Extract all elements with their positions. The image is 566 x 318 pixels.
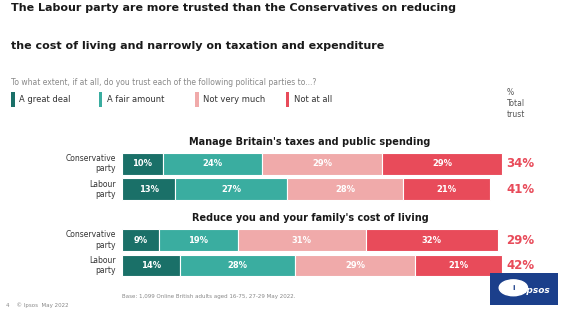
FancyBboxPatch shape bbox=[122, 255, 179, 276]
Text: 9%: 9% bbox=[133, 236, 147, 245]
FancyBboxPatch shape bbox=[415, 255, 502, 276]
FancyBboxPatch shape bbox=[122, 229, 159, 251]
Text: 28%: 28% bbox=[228, 261, 247, 270]
Text: 27%: 27% bbox=[221, 185, 241, 194]
FancyBboxPatch shape bbox=[175, 178, 287, 200]
FancyBboxPatch shape bbox=[238, 229, 366, 251]
FancyBboxPatch shape bbox=[195, 92, 199, 107]
Text: To what extent, if at all, do you trust each of the following political parties : To what extent, if at all, do you trust … bbox=[11, 78, 317, 87]
Text: 13%: 13% bbox=[139, 185, 158, 194]
Text: Conservative
party: Conservative party bbox=[66, 154, 116, 174]
FancyBboxPatch shape bbox=[163, 153, 262, 175]
Text: i: i bbox=[512, 285, 514, 291]
Text: 14%: 14% bbox=[140, 261, 161, 270]
Text: Manage Britain's taxes and public spending: Manage Britain's taxes and public spendi… bbox=[189, 136, 431, 147]
Text: 42%: 42% bbox=[507, 259, 535, 272]
Text: 31%: 31% bbox=[291, 236, 312, 245]
FancyBboxPatch shape bbox=[179, 255, 295, 276]
Circle shape bbox=[499, 280, 528, 296]
FancyBboxPatch shape bbox=[262, 153, 382, 175]
Text: Labour
party: Labour party bbox=[89, 179, 116, 199]
FancyBboxPatch shape bbox=[382, 153, 502, 175]
FancyBboxPatch shape bbox=[286, 92, 289, 107]
Text: 41%: 41% bbox=[507, 183, 535, 196]
Text: 28%: 28% bbox=[335, 185, 355, 194]
Text: 10%: 10% bbox=[132, 159, 152, 168]
Text: Not at all: Not at all bbox=[294, 95, 332, 104]
Text: 32%: 32% bbox=[422, 236, 442, 245]
FancyBboxPatch shape bbox=[122, 153, 163, 175]
FancyBboxPatch shape bbox=[159, 229, 238, 251]
Text: The Labour party are more trusted than the Conservatives on reducing: The Labour party are more trusted than t… bbox=[11, 3, 456, 13]
Text: 29%: 29% bbox=[432, 159, 452, 168]
Text: 24%: 24% bbox=[203, 159, 223, 168]
Text: Labour
party: Labour party bbox=[89, 256, 116, 275]
Text: Ipsos: Ipsos bbox=[524, 287, 551, 295]
Text: 21%: 21% bbox=[436, 185, 456, 194]
Text: Not very much: Not very much bbox=[203, 95, 265, 104]
Text: 29%: 29% bbox=[345, 261, 366, 270]
FancyBboxPatch shape bbox=[287, 178, 403, 200]
FancyBboxPatch shape bbox=[403, 178, 490, 200]
Text: 19%: 19% bbox=[188, 236, 208, 245]
Text: 29%: 29% bbox=[312, 159, 332, 168]
FancyBboxPatch shape bbox=[295, 255, 415, 276]
Text: 29%: 29% bbox=[507, 234, 535, 246]
FancyBboxPatch shape bbox=[122, 178, 175, 200]
Text: 4    © Ipsos  May 2022: 4 © Ipsos May 2022 bbox=[6, 303, 68, 308]
Text: %
Total
trust: % Total trust bbox=[507, 88, 525, 119]
Text: the cost of living and narrowly on taxation and expenditure: the cost of living and narrowly on taxat… bbox=[11, 41, 384, 51]
FancyBboxPatch shape bbox=[490, 273, 558, 305]
Text: A great deal: A great deal bbox=[19, 95, 71, 104]
Text: Conservative
party: Conservative party bbox=[66, 230, 116, 250]
Text: Reduce you and your family's cost of living: Reduce you and your family's cost of liv… bbox=[191, 213, 428, 223]
Text: 34%: 34% bbox=[507, 157, 535, 170]
FancyBboxPatch shape bbox=[99, 92, 102, 107]
FancyBboxPatch shape bbox=[11, 92, 15, 107]
Text: 21%: 21% bbox=[449, 261, 469, 270]
Text: A fair amount: A fair amount bbox=[107, 95, 164, 104]
Text: Base: 1,099 Online British adults aged 16-75, 27-29 May 2022.: Base: 1,099 Online British adults aged 1… bbox=[122, 294, 295, 299]
FancyBboxPatch shape bbox=[366, 229, 498, 251]
